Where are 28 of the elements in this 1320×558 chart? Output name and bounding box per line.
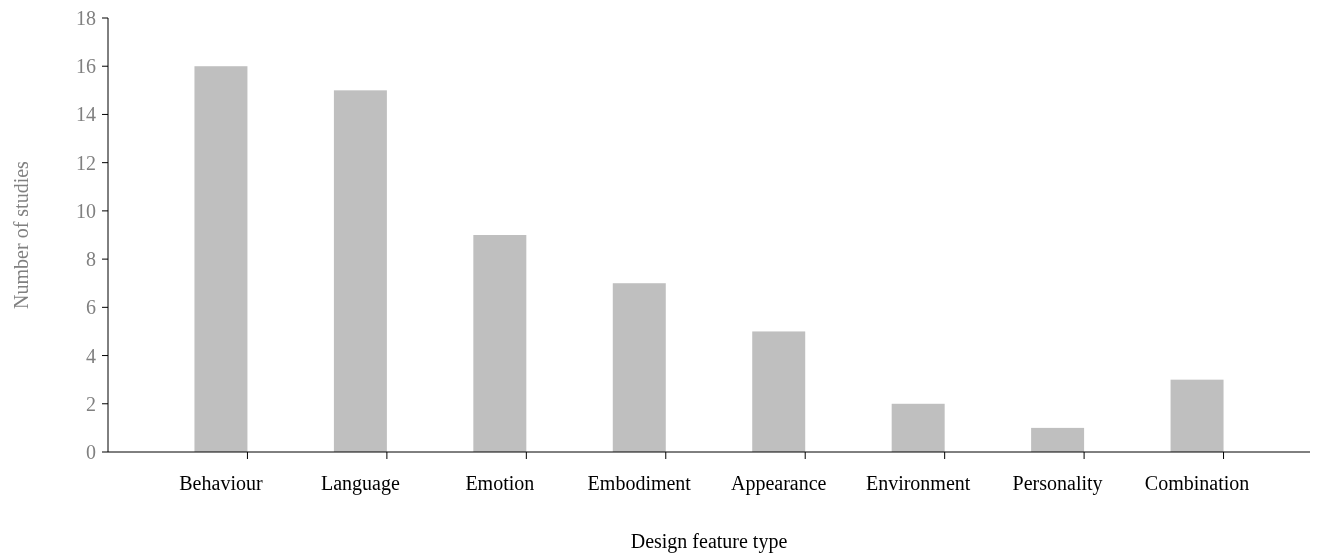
y-tick-label: 10 — [76, 199, 96, 222]
x-tick-label: Combination — [1144, 472, 1250, 494]
bar — [333, 90, 387, 452]
y-tick-label: 16 — [76, 55, 96, 78]
y-tick-label: 6 — [86, 296, 96, 319]
y-tick-label: 2 — [86, 392, 96, 415]
bar — [1170, 379, 1224, 452]
x-tick-label: Behaviour — [179, 472, 263, 494]
y-tick-label: 18 — [76, 7, 96, 29]
x-tick-label: Environment — [865, 472, 971, 494]
y-tick-label: 4 — [86, 344, 96, 367]
bar — [612, 283, 666, 452]
bar — [891, 403, 945, 452]
bar — [194, 66, 248, 452]
x-tick-label: Appearance — [730, 472, 827, 495]
y-tick-label: 8 — [86, 248, 96, 271]
x-axis-title: Design feature type — [630, 530, 788, 553]
x-tick-label: Embodiment — [587, 472, 692, 494]
x-tick-label: Emotion — [465, 472, 535, 494]
y-tick-label: 14 — [76, 103, 96, 126]
x-tick-label: Personality — [1012, 472, 1103, 495]
bar — [473, 235, 527, 452]
bar — [752, 331, 806, 452]
y-tick-label: 0 — [86, 441, 96, 463]
y-tick-label: 12 — [76, 151, 96, 174]
x-tick-label: Language — [320, 472, 400, 495]
y-axis-title: Number of studies — [10, 160, 32, 309]
bar — [1031, 427, 1085, 452]
